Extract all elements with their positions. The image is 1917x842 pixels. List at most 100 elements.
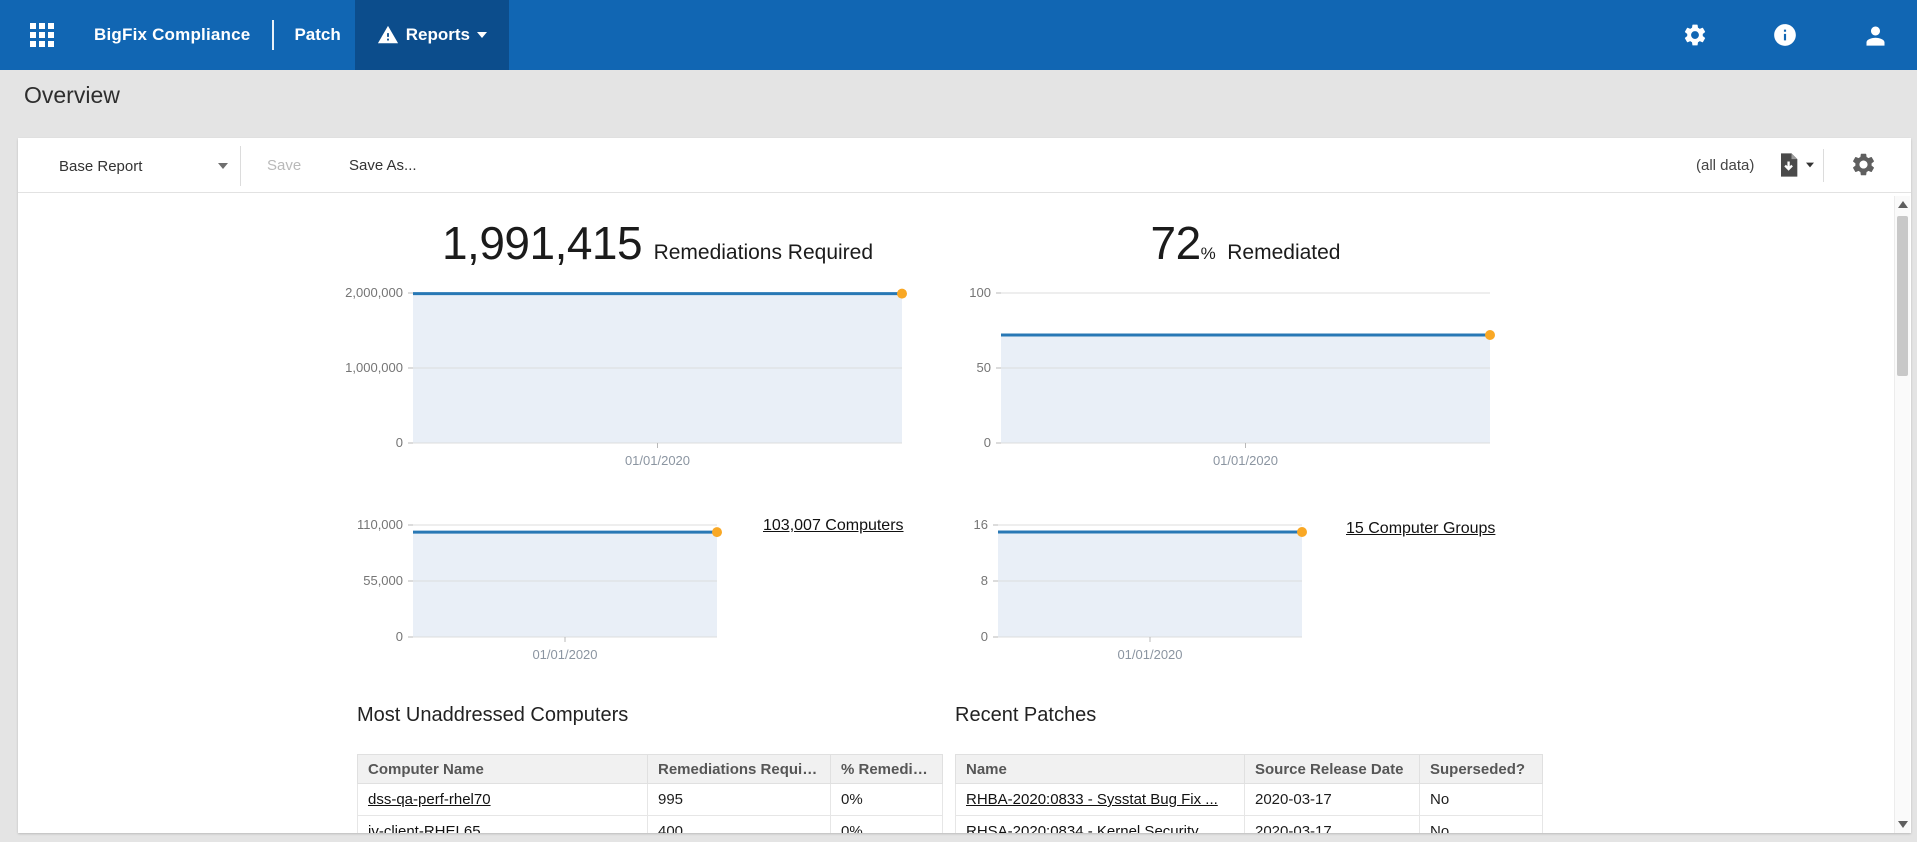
column-header: Name bbox=[956, 755, 1245, 784]
reports-menu[interactable]: Reports bbox=[355, 0, 509, 70]
row-link[interactable]: RHBA-2020:0833 - Sysstat Bug Fix ... bbox=[966, 791, 1218, 808]
svg-text:01/01/2020: 01/01/2020 bbox=[532, 647, 597, 662]
row-link[interactable]: iv-client-RHEL65 bbox=[368, 823, 481, 833]
data-scope-label: (all data) bbox=[1696, 138, 1754, 193]
settings-button[interactable] bbox=[1682, 22, 1708, 48]
table-row: iv-client-RHEL65 4000% bbox=[358, 816, 943, 834]
table-header-row: NameSource Release DateSuperseded? bbox=[956, 755, 1543, 784]
report-settings-button[interactable] bbox=[1850, 151, 1877, 178]
gear-icon bbox=[1682, 22, 1708, 48]
svg-text:1,000,000: 1,000,000 bbox=[345, 360, 403, 375]
grid-icon bbox=[30, 23, 54, 47]
export-report-icon bbox=[1774, 151, 1802, 179]
chevron-down-icon bbox=[477, 32, 487, 38]
svg-text:0: 0 bbox=[984, 435, 991, 450]
scrollbar-thumb[interactable] bbox=[1897, 216, 1908, 376]
computer-groups-link[interactable]: 15 Computer Groups bbox=[1346, 520, 1495, 538]
table-title: Most Unaddressed Computers bbox=[357, 704, 942, 727]
report-panel: Base Report Save Save As... (all data) 1 bbox=[18, 138, 1911, 833]
recent-patches-table: NameSource Release DateSuperseded?RHBA-2… bbox=[955, 754, 1543, 833]
percent-sign: % bbox=[1201, 244, 1216, 263]
svg-text:01/01/2020: 01/01/2020 bbox=[1117, 647, 1182, 662]
table-cell: 2020-03-17 bbox=[1245, 816, 1420, 834]
person-icon bbox=[1862, 22, 1889, 49]
table-cell[interactable]: dss-qa-perf-rhel70 bbox=[358, 784, 648, 816]
remediations-count: 1,991,415 bbox=[442, 217, 642, 269]
computer-groups-trend-chart: 0 8 16 01/01/2020 bbox=[903, 509, 1318, 676]
svg-text:01/01/2020: 01/01/2020 bbox=[1213, 453, 1278, 468]
svg-text:0: 0 bbox=[396, 629, 403, 644]
scroll-down-arrow-icon[interactable] bbox=[1898, 821, 1908, 828]
site-link-patch[interactable]: Patch bbox=[294, 25, 340, 45]
account-button[interactable] bbox=[1862, 22, 1889, 49]
save-button[interactable]: Save bbox=[267, 138, 301, 193]
table-cell[interactable]: iv-client-RHEL65 bbox=[358, 816, 648, 834]
vertical-scrollbar[interactable] bbox=[1894, 196, 1910, 833]
remediated-trend-chart: 0 50 100 01/01/2020 bbox=[906, 277, 1506, 482]
table-cell: 2020-03-17 bbox=[1245, 784, 1420, 816]
svg-text:100: 100 bbox=[969, 285, 991, 300]
table-cell: No bbox=[1420, 784, 1543, 816]
svg-text:0: 0 bbox=[981, 629, 988, 644]
svg-text:2,000,000: 2,000,000 bbox=[345, 285, 403, 300]
remediated-percent: 72 bbox=[1151, 217, 1201, 269]
chevron-down-icon bbox=[1806, 163, 1814, 168]
most-unaddressed-computers-section: Most Unaddressed Computers Computer Name… bbox=[357, 704, 942, 833]
column-header: Superseded? bbox=[1420, 755, 1543, 784]
chevron-down-icon bbox=[218, 163, 228, 169]
column-header: Remediations Required bbox=[648, 755, 831, 784]
navbar-divider bbox=[272, 20, 274, 50]
column-header: Source Release Date bbox=[1245, 755, 1420, 784]
remediated-label: Remediated bbox=[1227, 241, 1340, 264]
table-cell: 0% bbox=[831, 816, 943, 834]
warning-triangle-icon bbox=[377, 24, 399, 46]
svg-text:0: 0 bbox=[396, 435, 403, 450]
computers-trend-chart: 0 55,000 110,000 01/01/2020 bbox=[318, 509, 733, 676]
table-cell: 400 bbox=[648, 816, 831, 834]
remediations-label: Remediations Required bbox=[654, 241, 873, 264]
svg-text:110,000: 110,000 bbox=[357, 517, 403, 532]
table-cell: 995 bbox=[648, 784, 831, 816]
reports-menu-label: Reports bbox=[406, 25, 470, 45]
svg-text:16: 16 bbox=[974, 517, 988, 532]
table-title: Recent Patches bbox=[955, 704, 1542, 727]
report-select-value: Base Report bbox=[59, 158, 142, 175]
navbar-left: BigFix Compliance Patch Reports bbox=[0, 0, 509, 70]
recent-patches-section: Recent Patches NameSource Release DateSu… bbox=[955, 704, 1542, 833]
table-row: RHSA-2020:0834 - Kernel Security ... 2020… bbox=[956, 816, 1543, 834]
svg-text:50: 50 bbox=[977, 360, 991, 375]
row-link[interactable]: dss-qa-perf-rhel70 bbox=[368, 791, 491, 808]
remediated-headline: 72% Remediated bbox=[1001, 216, 1490, 270]
table-cell[interactable]: RHBA-2020:0833 - Sysstat Bug Fix ... bbox=[956, 784, 1245, 816]
report-select[interactable]: Base Report bbox=[42, 146, 241, 186]
table-cell[interactable]: RHSA-2020:0834 - Kernel Security ... bbox=[956, 816, 1245, 834]
column-header: Computer Name bbox=[358, 755, 648, 784]
screen: BigFix Compliance Patch Reports Ov bbox=[0, 0, 1917, 842]
table-cell: No bbox=[1420, 816, 1543, 834]
info-icon bbox=[1772, 22, 1798, 48]
row-link[interactable]: RHSA-2020:0834 - Kernel Security ... bbox=[966, 823, 1215, 833]
scroll-up-arrow-icon[interactable] bbox=[1898, 201, 1908, 208]
table-header-row: Computer NameRemediations Required% Reme… bbox=[358, 755, 943, 784]
table-row: RHBA-2020:0833 - Sysstat Bug Fix ... 2020… bbox=[956, 784, 1543, 816]
navbar-right bbox=[1682, 0, 1889, 70]
app-launcher-grid-icon[interactable] bbox=[30, 23, 54, 47]
page-title: Overview bbox=[24, 82, 120, 109]
product-name: BigFix Compliance bbox=[94, 25, 250, 45]
svg-text:55,000: 55,000 bbox=[363, 573, 403, 588]
computers-link[interactable]: 103,007 Computers bbox=[763, 517, 904, 535]
report-toolbar: Base Report Save Save As... (all data) bbox=[18, 138, 1911, 193]
top-navbar: BigFix Compliance Patch Reports bbox=[0, 0, 1917, 70]
remediations-headline: 1,991,415 Remediations Required bbox=[413, 216, 902, 270]
info-button[interactable] bbox=[1772, 22, 1798, 48]
save-as-button[interactable]: Save As... bbox=[349, 138, 417, 193]
gear-icon bbox=[1850, 151, 1877, 178]
table-row: dss-qa-perf-rhel709950% bbox=[358, 784, 943, 816]
svg-text:8: 8 bbox=[981, 573, 988, 588]
column-header: % Remediated bbox=[831, 755, 943, 784]
toolbar-divider bbox=[1823, 149, 1824, 182]
remediations-trend-chart: 0 1,000,000 2,000,000 01/01/2020 bbox=[318, 277, 918, 482]
export-report-button[interactable] bbox=[1774, 151, 1815, 179]
unaddressed-computers-table: Computer NameRemediations Required% Reme… bbox=[357, 754, 943, 833]
svg-text:01/01/2020: 01/01/2020 bbox=[625, 453, 690, 468]
